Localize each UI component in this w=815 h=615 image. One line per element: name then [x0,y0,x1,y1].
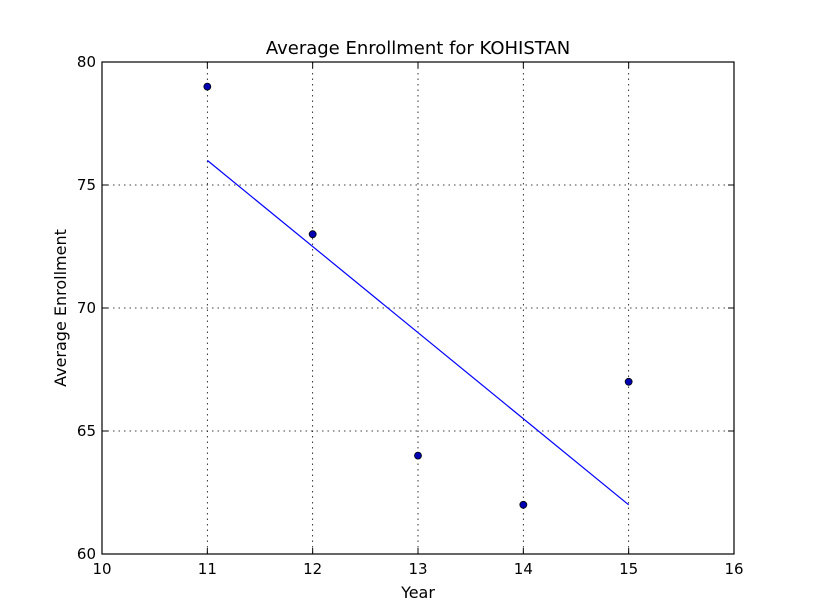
chart-title: Average Enrollment for KOHISTAN [266,38,570,59]
x-tick-label: 11 [198,560,217,578]
x-tick-label: 15 [619,560,638,578]
data-point [203,82,212,91]
y-tick-label: 65 [77,422,96,440]
grid-lines [101,61,735,555]
data-point [414,451,422,460]
data-point [308,230,317,239]
data-point [519,500,528,509]
x-tick-label: 12 [303,560,322,578]
x-tick-label: 10 [92,560,111,578]
y-tick-label: 70 [77,299,96,317]
y-axis-label: Average Enrollment [51,229,70,387]
x-tick-label: 16 [724,560,743,578]
y-tick-label: 75 [77,176,96,194]
x-tick-label: 13 [408,560,427,578]
data-point [624,377,633,386]
x-axis-label: Year [400,583,435,602]
y-tick-label: 60 [77,545,96,563]
plot-series [203,82,633,509]
y-tick-label: 80 [77,53,96,71]
x-tick-label: 14 [514,560,533,578]
axis-ticks: 10 11 12 13 14 15 16 60 65 70 75 80 [77,53,744,578]
trend-line [206,159,630,506]
